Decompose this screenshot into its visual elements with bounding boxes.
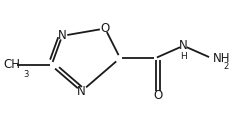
Text: N: N	[58, 29, 66, 42]
Text: 3: 3	[24, 70, 29, 79]
Text: N: N	[77, 85, 86, 98]
Text: N: N	[179, 39, 188, 52]
Text: O: O	[153, 89, 162, 102]
Text: CH: CH	[3, 58, 20, 71]
Text: 2: 2	[224, 62, 229, 71]
Text: NH: NH	[212, 52, 230, 65]
Text: O: O	[100, 22, 110, 35]
Text: H: H	[180, 52, 187, 61]
